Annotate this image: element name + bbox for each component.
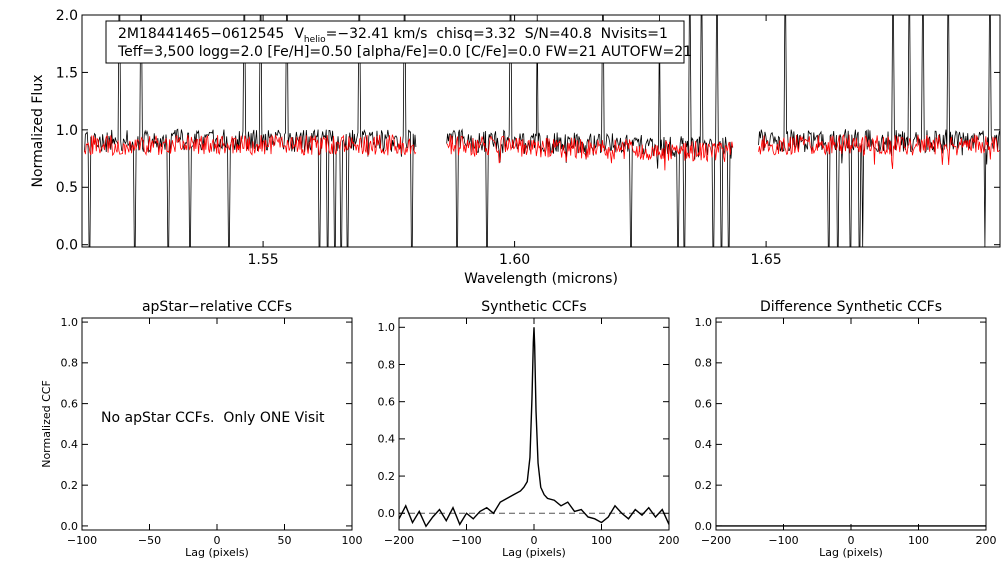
difference-ccf-title: Difference Synthetic CCFs — [760, 299, 942, 315]
apstar-ccf-y-axis-label: Normalized CCF — [40, 380, 53, 468]
synthetic-ccf-x-tick-label: 100 — [591, 534, 612, 547]
synthetic-ccf-x-tick-label: −100 — [451, 534, 481, 547]
difference-ccf-y-tick-label: 0.6 — [695, 397, 713, 410]
apstar-ccf-x-axis-label: Lag (pixels) — [185, 546, 249, 559]
spectrum-legend-line1: 2M18441465−0612545 Vhelio=−32.41 km/s chi… — [118, 26, 668, 45]
apstar-ccf-x-tick-label: 50 — [278, 534, 292, 547]
difference-ccf-x-tick-label: 100 — [908, 534, 929, 547]
synthetic-ccf-y-tick-label: 0.8 — [378, 358, 396, 371]
difference-ccf-frame — [715, 317, 987, 531]
synthetic-ccf-plot — [398, 327, 670, 528]
apstar-ccf-title: apStar−relative CCFs — [142, 299, 292, 315]
apstar-ccf-y-tick-label: 0.2 — [61, 479, 79, 492]
apstar-ccf-y-tick-label: 0.0 — [61, 520, 79, 533]
spectrum-x-tick-label: 1.60 — [499, 252, 530, 268]
difference-ccf-ticks: −200 −100 0 100 200 0.0 0.2 0.4 0.6 0.8 1.0 — [695, 316, 997, 547]
spectrum-traces — [84, 14, 1000, 248]
spectrum-y-axis-label: Normalized Flux — [30, 75, 46, 188]
difference-ccf-panel: Difference Synthetic CCFs −200 −100 0 100 20… — [695, 299, 997, 559]
synthetic-ccf-ticks: −200 −100 0 100 200 0.0 0.2 0.4 0.6 0.8 1.0 — [378, 318, 680, 547]
apstar-ccf-panel: apStar−relative CCFs −100 −50 0 50 100 0.0 0.2… — [40, 299, 363, 559]
synthetic-ccf-line — [398, 327, 670, 528]
spectrum-frame — [81, 14, 1001, 248]
difference-ccf-x-tick-label: 0 — [848, 534, 855, 547]
spectrum-observed-chip-2 — [446, 14, 734, 248]
apstar-ccf-ticks: −100 −50 0 50 100 0.0 0.2 0.4 0.6 0.8 1.0 — [61, 316, 363, 547]
apstar-ccf-y-tick-label: 0.8 — [61, 357, 79, 370]
spectrum-x-tick-label: 1.55 — [247, 252, 278, 268]
difference-ccf-x-tick-label: −100 — [768, 534, 798, 547]
synthetic-ccf-title: Synthetic CCFs — [481, 299, 586, 315]
spectrum-observed-chip-3 — [758, 14, 1000, 248]
legend-v-symbol: V — [294, 26, 304, 42]
synthetic-ccf-y-tick-label: 1.0 — [378, 321, 396, 334]
difference-ccf-x-tick-label: −200 — [701, 534, 731, 547]
difference-ccf-x-axis-label: Lag (pixels) — [819, 546, 883, 559]
apstar-ccf-x-tick-label: −50 — [138, 534, 161, 547]
apstar-ccf-y-tick-label: 1.0 — [61, 316, 79, 329]
spectrum-legend-box — [105, 20, 685, 64]
synthetic-ccf-y-tick-label: 0.0 — [378, 507, 396, 520]
difference-ccf-x-tick-label: 200 — [976, 534, 997, 547]
apstar-ccf-x-tick-label: 100 — [342, 534, 363, 547]
difference-ccf-y-tick-label: 0.2 — [695, 479, 713, 492]
synthetic-ccf-x-tick-label: 200 — [659, 534, 680, 547]
synthetic-ccf-frame — [398, 317, 670, 531]
synthetic-ccf-x-axis-label: Lag (pixels) — [502, 546, 566, 559]
difference-ccf-y-tick-label: 0.0 — [695, 520, 713, 533]
difference-ccf-y-tick-label: 0.4 — [695, 438, 713, 451]
spectrum-x-axis-label: Wavelength (microns) — [464, 271, 618, 287]
synthetic-ccf-x-tick-label: 0 — [531, 534, 538, 547]
spectrum-legend: 2M18441465−0612545 Vhelio=−32.41 km/s chi… — [105, 20, 692, 64]
spectrum-x-tick-label: 1.65 — [751, 252, 782, 268]
apstar-ccf-x-tick-label: 0 — [214, 534, 221, 547]
legend-stats: =−32.41 km/s chisq=3.32 S/N=40.8 Nvisits… — [326, 26, 668, 42]
apstar-ccf-annotation: No apStar CCFs. Only ONE Visit — [101, 410, 325, 426]
legend-v-subscript: helio — [304, 35, 326, 45]
synthetic-ccf-y-tick-label: 0.2 — [378, 470, 396, 483]
apstar-ccf-y-tick-label: 0.4 — [61, 438, 79, 451]
spectrum-y-tick-label: 0.0 — [56, 238, 78, 254]
spectrum-y-tick-label: 1.0 — [56, 123, 78, 139]
spectrum-model-chip-2 — [446, 134, 734, 171]
legend-star-id: 2M18441465−0612545 — [118, 26, 284, 42]
difference-ccf-y-tick-label: 0.8 — [695, 357, 713, 370]
spectrum-y-tick-label: 0.5 — [56, 180, 78, 196]
synthetic-ccf-y-tick-label: 0.6 — [378, 396, 396, 409]
synthetic-ccf-panel: Synthetic CCFs −200 −100 0 100 200 0.0 0.2 0.4 0… — [378, 299, 680, 559]
apstar-ccf-y-tick-label: 0.6 — [61, 397, 79, 410]
spectrum-legend-line2: Teff=3,500 logg=2.0 [Fe/H]=0.50 [alpha/F… — [117, 44, 692, 60]
apstar-ccf-x-tick-label: −100 — [67, 534, 97, 547]
difference-ccf-y-tick-label: 1.0 — [695, 316, 713, 329]
synthetic-ccf-y-tick-label: 0.4 — [378, 433, 396, 446]
spectrum-panel: 1.55 1.60 1.65 0.0 0.5 1.0 1.5 2.0 Wavelength (… — [30, 8, 1001, 287]
spectrum-model-chip-1 — [84, 134, 417, 157]
spectrum-ticks: 1.55 1.60 1.65 0.0 0.5 1.0 1.5 2.0 — [56, 8, 1000, 268]
synthetic-ccf-x-tick-label: −200 — [384, 534, 414, 547]
spectrum-y-tick-label: 2.0 — [56, 8, 78, 24]
spectrum-y-tick-label: 1.5 — [56, 65, 78, 81]
spectrum-model-chip-3 — [758, 134, 1000, 170]
